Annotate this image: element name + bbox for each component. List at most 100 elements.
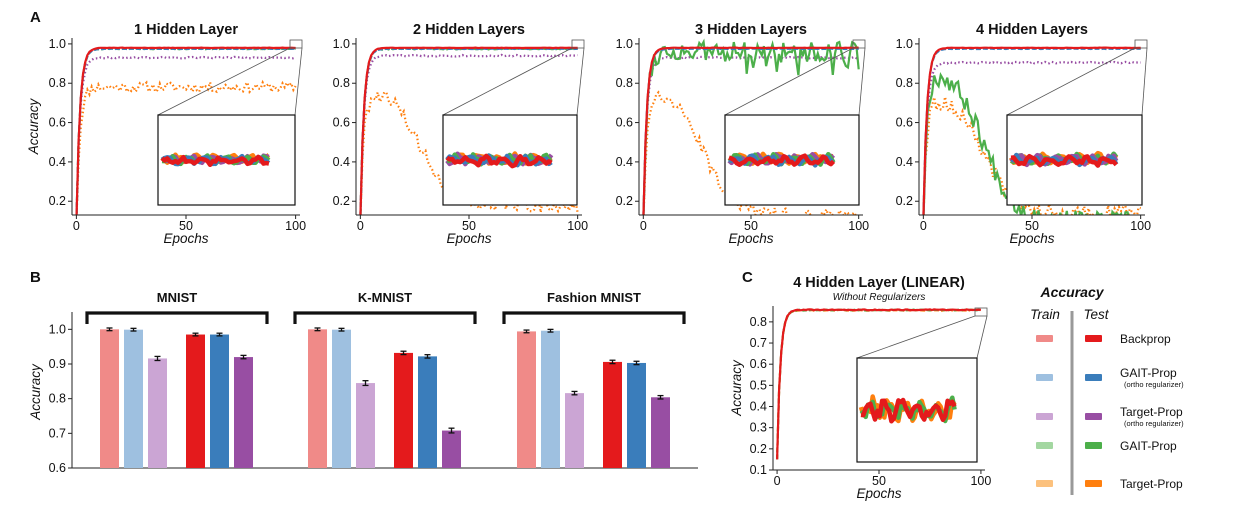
bar-gait_train (332, 329, 351, 468)
x-tick-label: 100 (970, 474, 991, 488)
inset-series-group (858, 394, 957, 424)
y-tick-label: 1.0 (49, 322, 66, 336)
chart-title: 4 Hidden Layer (LINEAR) (793, 275, 965, 291)
x-tick-label: 50 (872, 474, 886, 488)
zoom-region (289, 39, 303, 49)
legend-entry-subtitle: (ortho regularizer) (1124, 380, 1184, 389)
x-tick-label: 50 (462, 219, 476, 233)
series-line-gait_nr (642, 38, 860, 215)
legend-test-swatch (1085, 442, 1102, 449)
group-label: MNIST (157, 290, 198, 305)
bar-gait_test (627, 362, 646, 468)
x-tick-label: 100 (285, 219, 306, 233)
bar-gait_train (541, 330, 560, 468)
bar-backprop_test (603, 361, 622, 468)
legend-test-swatch (1085, 480, 1102, 487)
y-tick-label: 0.6 (896, 116, 913, 130)
panel-c-line-chart: 4 Hidden Layer (LINEAR)Without Regulariz… (729, 275, 991, 501)
y-tick-label: 0.2 (333, 194, 350, 208)
x-tick-label: 100 (567, 219, 588, 233)
legend-train-swatch (1036, 374, 1053, 381)
panel-letter-c: C (742, 269, 753, 286)
x-axis-label: Epochs (856, 486, 901, 501)
chart-title: 1 Hidden Layer (134, 22, 238, 38)
chart-title: 3 Hidden Layers (695, 22, 807, 38)
group-bracket (502, 311, 686, 324)
x-tick-label: 50 (1025, 219, 1039, 233)
series-line-backprop (922, 46, 1141, 215)
inset-line-backprop (1010, 153, 1119, 168)
x-tick-label: 0 (920, 219, 927, 233)
y-tick-label: 0.8 (750, 315, 767, 329)
zoom-connector-right (858, 47, 866, 116)
x-tick-label: 50 (179, 219, 193, 233)
legend-entry-subtitle: (ortho regularizer) (1124, 419, 1184, 428)
zoom-connector-left (157, 47, 291, 116)
y-tick-label: 0.6 (616, 116, 633, 130)
bar-gait_test (418, 356, 437, 468)
y-tick-label: 0.8 (616, 76, 633, 90)
bar-target_train (148, 358, 167, 468)
y-tick-label: 0.2 (750, 442, 767, 456)
y-tick-label: 0.4 (750, 400, 767, 414)
x-tick-label: 100 (1130, 219, 1151, 233)
legend-train-swatch (1036, 335, 1053, 342)
legend-entry-name: Target-Prop (1120, 405, 1183, 419)
series-group (75, 46, 297, 215)
legend-title: Accuracy (1039, 284, 1104, 300)
x-axis-label: Epochs (446, 231, 491, 246)
legend-entry-name: Target-Prop (1120, 477, 1183, 491)
series-line-backprop (75, 46, 296, 215)
x-tick-label: 0 (357, 219, 364, 233)
zoom-connector-left (856, 315, 976, 359)
series-line-backprop (776, 308, 982, 460)
zoom-connector-left (724, 47, 854, 116)
bar-backprop_test (394, 352, 413, 468)
y-tick-label: 1.0 (896, 37, 913, 51)
group-label: Fashion MNIST (547, 290, 641, 305)
x-axis-label: Epochs (163, 231, 208, 246)
series-line-backprop (642, 46, 859, 215)
inset-line-backprop (160, 154, 270, 168)
inset-line-backprop (445, 153, 553, 169)
series-line-target_nr (75, 78, 297, 215)
y-tick-label: 0.8 (333, 76, 350, 90)
legend: Accuracy Train Test BackpropGAIT-Prop(or… (1030, 284, 1184, 495)
legend-entry-name: GAIT-Prop (1120, 366, 1177, 380)
zoom-connector-right (1141, 47, 1148, 116)
panel-a4-line-chart: 4 Hidden Layers 0.2 0.4 0.6 0.8 1.0 0 50 100 Epoc… (896, 22, 1152, 246)
panel-a3-line-chart: 3 Hidden Layers 0.2 0.4 0.6 0.8 1.0 0 50 100 Epoc… (616, 22, 870, 246)
x-tick-label: 100 (848, 219, 869, 233)
series-line-target_nr (359, 88, 579, 215)
zoom-connector-right (576, 47, 585, 116)
y-tick-label: 0.4 (616, 155, 633, 169)
legend-test-swatch (1085, 374, 1102, 381)
y-tick-label: 0.2 (616, 194, 633, 208)
y-tick-label: 0.4 (333, 155, 350, 169)
x-tick-label: 0 (774, 474, 781, 488)
y-tick-label: 0.6 (49, 116, 66, 130)
legend-entry-name: Backprop (1120, 332, 1171, 346)
y-tick-label: 0.9 (49, 357, 66, 371)
inset-series-group (1008, 150, 1119, 168)
bar-target_test (651, 397, 670, 468)
y-axis-label: Accuracy (28, 363, 43, 421)
x-tick-label: 50 (744, 219, 758, 233)
panel-letter-b: B (30, 269, 41, 286)
y-tick-label: 0.6 (750, 357, 767, 371)
y-tick-label: 1.0 (49, 37, 66, 51)
zoom-region (974, 307, 988, 317)
series-line-target_nr (642, 90, 857, 215)
y-tick-label: 0.3 (750, 421, 767, 435)
panel-a2-line-chart: 2 Hidden Layers 0.2 0.4 0.6 0.8 1.0 0 50 100 Epoc… (333, 22, 589, 246)
panel-b-bar-chart: 0.6 0.7 0.8 0.9 1.0 Accuracy MNIST K-MNIST Fashi… (28, 290, 698, 475)
legend-train-header: Train (1030, 307, 1060, 322)
chart-title: 2 Hidden Layers (413, 22, 525, 38)
panel-a1-line-chart: 1 Hidden Layer 0.2 0.4 0.6 0.8 1.0 0 50 100 Epoch… (26, 22, 306, 246)
y-tick-label: 0.5 (750, 378, 767, 392)
y-tick-label: 0.7 (49, 426, 66, 440)
zoom-connector-left (1006, 47, 1136, 116)
y-tick-label: 0.1 (750, 463, 767, 477)
bar-target_test (234, 357, 253, 468)
y-tick-label: 0.6 (49, 461, 66, 475)
